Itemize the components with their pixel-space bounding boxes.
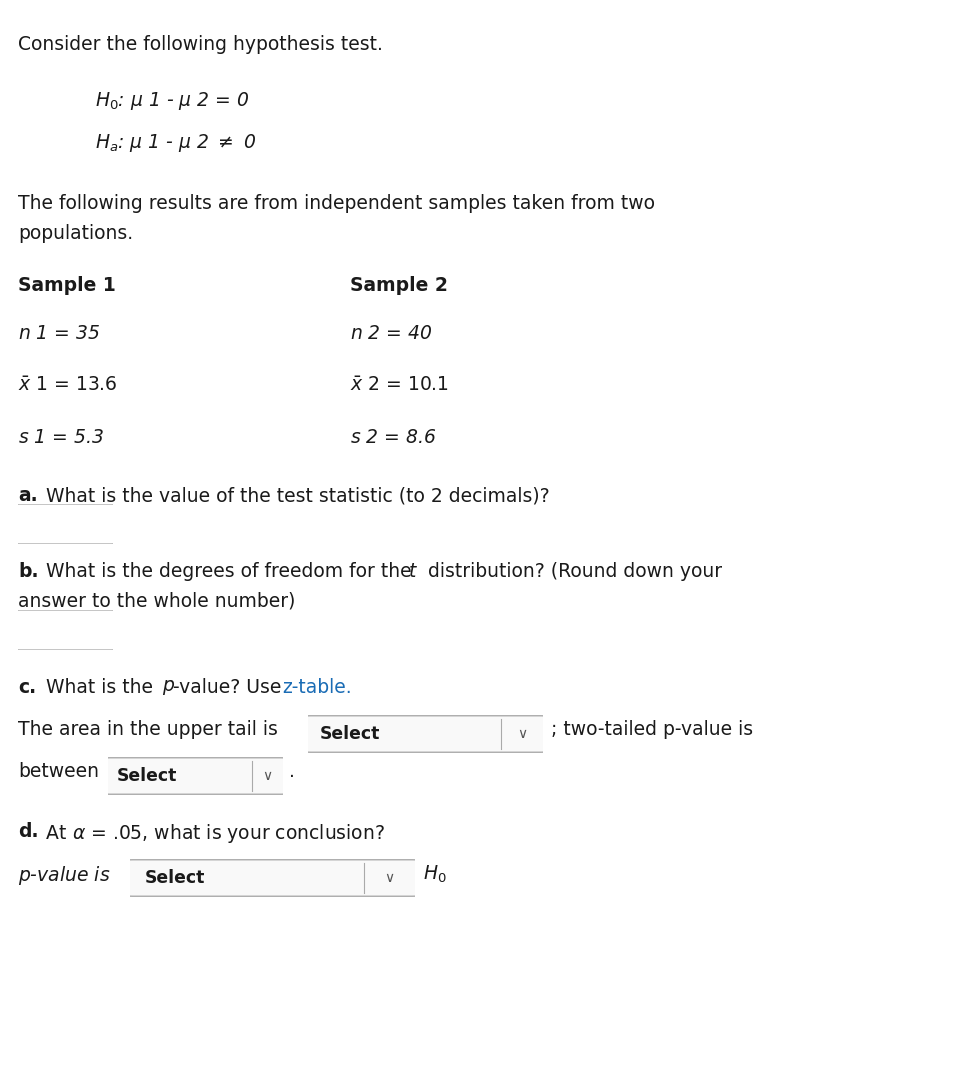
Text: a.: a. [18,486,37,505]
Text: .: . [289,762,295,781]
Text: between: between [18,762,99,781]
Text: b.: b. [18,562,38,581]
Text: The area in the upper tail is: The area in the upper tail is [18,720,278,739]
Text: -value? Use: -value? Use [173,678,287,697]
Text: populations.: populations. [18,224,133,243]
Text: answer to the whole number): answer to the whole number) [18,592,295,611]
FancyBboxPatch shape [306,716,545,753]
Text: Select: Select [145,869,205,887]
Text: Sample 2: Sample 2 [350,276,448,295]
Text: $H_a$: $\mu$ 1 - $\mu$ 2 $\neq$ 0: $H_a$: $\mu$ 1 - $\mu$ 2 $\neq$ 0 [95,132,256,154]
FancyBboxPatch shape [127,860,418,896]
FancyBboxPatch shape [106,758,285,794]
Text: $t$: $t$ [408,562,418,581]
Text: $n$ 1 = 35: $n$ 1 = 35 [18,324,101,343]
Text: c.: c. [18,678,36,697]
Text: $\bar{x}$ 1 = 13.6: $\bar{x}$ 1 = 13.6 [18,376,118,395]
Text: $p$-value is: $p$-value is [18,864,110,887]
Text: ∨: ∨ [384,870,395,885]
Text: z-table.: z-table. [282,678,352,697]
Text: What is the degrees of freedom for the: What is the degrees of freedom for the [40,562,418,581]
Text: Select: Select [117,767,177,785]
Text: ∨: ∨ [262,769,272,783]
Text: The following results are from independent samples taken from two: The following results are from independe… [18,194,655,213]
Text: $n$ 2 = 40: $n$ 2 = 40 [350,324,432,343]
Text: ∨: ∨ [516,727,527,741]
Text: $p$: $p$ [162,678,175,697]
Text: At $\alpha$ = .05, what is your conclusion?: At $\alpha$ = .05, what is your conclusi… [40,822,385,845]
Text: $H_0$: $H_0$ [423,864,446,886]
Text: distribution? (Round down your: distribution? (Round down your [422,562,722,581]
Text: $H_0$: $\mu$ 1 - $\mu$ 2 = 0: $H_0$: $\mu$ 1 - $\mu$ 2 = 0 [95,90,249,112]
Text: d.: d. [18,822,38,841]
Text: Sample 1: Sample 1 [18,276,116,295]
Text: What is the: What is the [40,678,159,697]
Text: $s$ 2 = 8.6: $s$ 2 = 8.6 [350,428,436,447]
FancyBboxPatch shape [15,610,116,650]
Text: $\bar{x}$ 2 = 10.1: $\bar{x}$ 2 = 10.1 [350,376,449,395]
Text: Select: Select [320,725,380,743]
Text: ; two-tailed p-value is: ; two-tailed p-value is [551,720,753,739]
Text: $s$ 1 = 5.3: $s$ 1 = 5.3 [18,428,103,447]
FancyBboxPatch shape [15,504,116,544]
Text: Consider the following hypothesis test.: Consider the following hypothesis test. [18,35,383,54]
Text: What is the value of the test statistic (to 2 decimals)?: What is the value of the test statistic … [40,486,550,505]
